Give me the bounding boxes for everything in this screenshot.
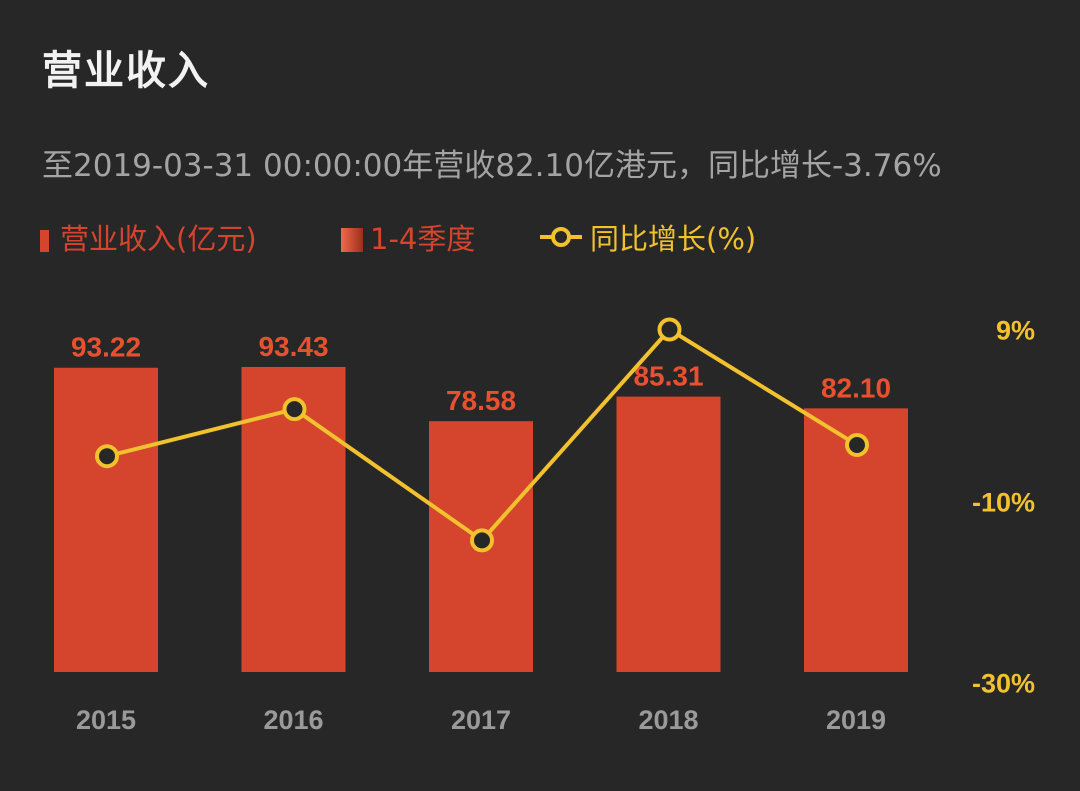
legend-item-quarter[interactable]: 1-4季度 — [340, 215, 475, 259]
bar-value-label: 82.10 — [821, 372, 891, 403]
legend-label-growth: 同比增长(%) — [590, 222, 757, 256]
bar-value-label: 93.22 — [71, 332, 141, 363]
x-tick-label: 2019 — [826, 705, 886, 735]
chart-subtitle: 至2019-03-31 00:00:00年营收82.10亿港元，同比增长-3.7… — [42, 148, 942, 184]
bar-value-label: 93.43 — [258, 331, 328, 362]
y-right-tick-label: 9% — [996, 316, 1035, 346]
growth-point — [657, 317, 682, 342]
bar-value-label: 78.58 — [446, 385, 516, 416]
bar-legend-icon — [40, 230, 49, 252]
chart-title: 营业收入 — [42, 48, 210, 94]
line-legend-icon — [540, 227, 582, 247]
growth-point — [282, 397, 307, 422]
x-tick-label: 2015 — [76, 705, 136, 735]
growth-point — [845, 432, 869, 457]
legend-label-quarter: 1-4季度 — [370, 222, 476, 256]
growth-point — [95, 444, 119, 469]
y-right-tick-label: -10% — [972, 487, 1035, 517]
gradient-bar-legend-icon — [341, 228, 363, 252]
legend-label-revenue: 营业收入(亿元) — [60, 222, 257, 256]
x-tick-label: 2016 — [263, 705, 323, 735]
y-right-tick-label: -30% — [972, 668, 1035, 698]
legend-item-revenue[interactable]: 营业收入(亿元) — [38, 215, 257, 259]
x-tick-label: 2018 — [638, 705, 698, 735]
revenue-bar — [616, 396, 721, 672]
legend-item-growth[interactable]: 同比增长(%) — [538, 215, 756, 259]
revenue-bar — [54, 367, 158, 672]
growth-point — [470, 528, 494, 553]
x-tick-label: 2017 — [451, 705, 511, 735]
bar-value-label: 85.31 — [633, 361, 703, 392]
